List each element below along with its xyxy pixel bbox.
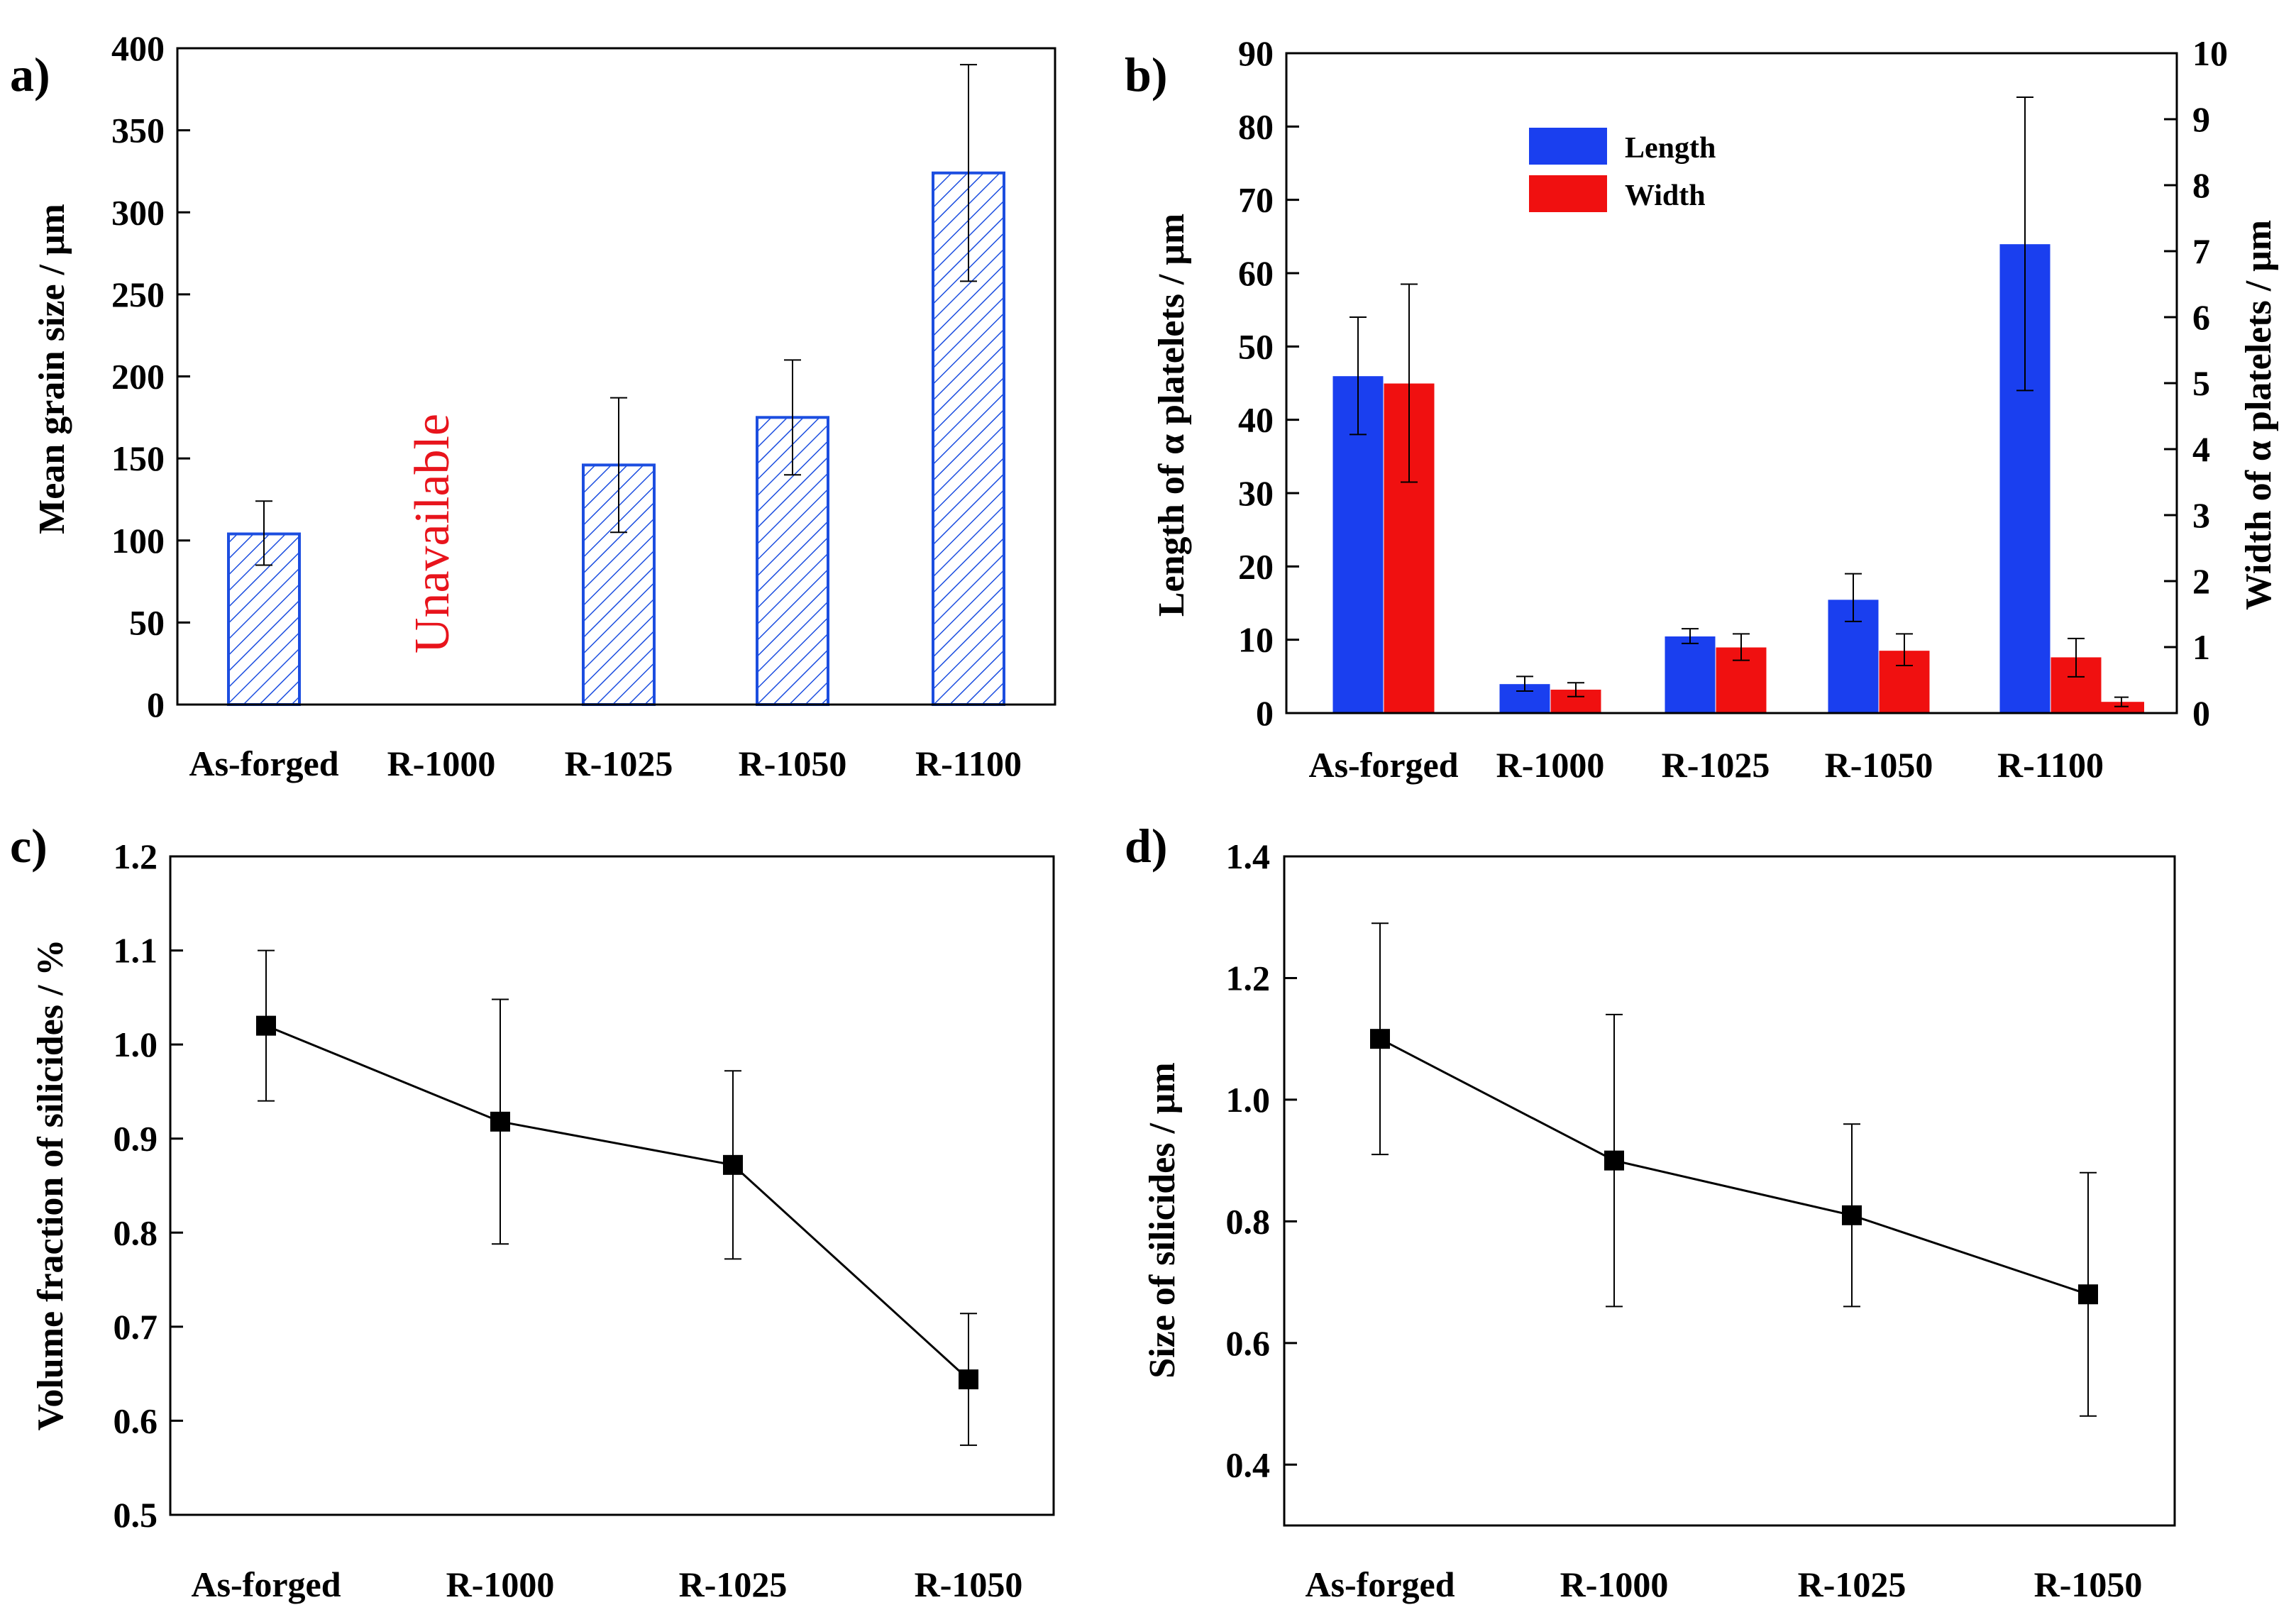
panel-b-ytick-label-6: 60: [1238, 253, 1274, 293]
panel-c-marker-0: [256, 1015, 276, 1036]
panel-c-category-label-1: R-1000: [446, 1564, 555, 1604]
panel-b-ytick-label-4: 40: [1238, 400, 1274, 440]
panel-b-y2tick-label-4: 4: [2192, 429, 2210, 469]
unavailable-annotation: Unavailable: [405, 414, 460, 653]
panel-a-category-label-1: R-1000: [387, 744, 496, 783]
panel-b-y2label: Width of α platelets / μm: [2239, 220, 2279, 610]
panel-c-label: c): [10, 819, 48, 873]
panel-d-ytick-label-0: 0.4: [1226, 1445, 1271, 1484]
panel-a-category-label-3: R-1050: [739, 744, 847, 783]
panel-b-category-label-2: R-1025: [1662, 745, 1770, 785]
panel-b-y2tick-label-10: 10: [2192, 33, 2228, 73]
panel-c-ytick-label-1: 0.6: [114, 1401, 158, 1440]
panel-c-category-label-0: As-forged: [191, 1564, 341, 1604]
panel-b-length-bar-2: [1664, 636, 1716, 714]
panel-d-category-label-1: R-1000: [1560, 1564, 1669, 1604]
panel-d-series-line: [1379, 1037, 2089, 1296]
panel-c-ytick-label-7: 1.2: [114, 837, 158, 876]
panel-a-ylabel: Mean grain size / μm: [32, 204, 72, 534]
panel-b-y2tick-label-7: 7: [2192, 231, 2210, 271]
legend-width-swatch: [1529, 175, 1607, 212]
panel-a-ytick-label-2: 100: [111, 521, 165, 561]
panel-d-label: d): [1125, 819, 1167, 873]
panel-c-plot-frame: [169, 855, 1055, 1516]
panel-d-plot-frame: [1283, 855, 2176, 1527]
panel-a-ytick-label-0: 0: [147, 685, 165, 724]
panel-b-plot-frame: [1285, 52, 2178, 714]
panel-a-ytick-label-1: 50: [129, 602, 165, 642]
panel-c: c) Volume fraction of silicides / % 0.5 0…: [10, 819, 1055, 1604]
panel-b-ytick-label-8: 80: [1238, 106, 1274, 146]
panel-a-ytick-label-6: 300: [111, 192, 165, 232]
panel-a-category-label-0: As-forged: [189, 744, 338, 783]
panel-a-plot-frame: [176, 47, 1056, 706]
panel-c-ytick-label-3: 0.8: [114, 1213, 158, 1252]
panel-d-marker-0: [1370, 1029, 1390, 1049]
panel-c-marker-2: [723, 1154, 743, 1175]
panel-b-ytick-label-1: 10: [1238, 620, 1274, 660]
panel-a-ytick-label-7: 350: [111, 111, 165, 150]
panel-b-ytick-label-5: 50: [1238, 326, 1274, 366]
panel-b-ytick-label-2: 20: [1238, 546, 1274, 586]
panel-d-ytick-label-2: 0.8: [1226, 1201, 1271, 1241]
panel-d-marker-3: [2078, 1284, 2098, 1305]
panel-c-category-label-2: R-1025: [679, 1564, 788, 1604]
panel-a-category-label-4: R-1100: [915, 744, 1022, 783]
panel-b-ytick-label-3: 30: [1238, 473, 1274, 513]
panel-d: d) Size of silicides / μm 0.4 0.6 0.8 1.0 1.…: [1125, 819, 2176, 1604]
panel-a: a) Mean grain size / μm 0 50 100 150 200 250 3…: [10, 28, 1056, 783]
panel-c-category-label-3: R-1050: [915, 1564, 1023, 1604]
panel-c-series-line: [265, 1025, 970, 1381]
panel-a-label: a): [10, 48, 50, 101]
panel-c-ytick-label-6: 1.1: [114, 931, 158, 971]
panel-c-ytick-label-5: 1.0: [114, 1025, 158, 1064]
panel-b-category-label-0: As-forged: [1308, 745, 1458, 785]
panel-d-ytick-label-3: 1.0: [1226, 1080, 1271, 1120]
panel-c-ylabel: Volume fraction of silicides / %: [31, 939, 71, 1431]
legend-length-label: Length: [1625, 132, 1716, 165]
panel-d-ytick-label-4: 1.2: [1226, 958, 1271, 998]
panel-b-y2tick-label-0: 0: [2192, 693, 2210, 733]
panel-b-category-label-4: R-1100: [1997, 745, 2104, 785]
panel-d-ytick-label-5: 1.4: [1226, 837, 1271, 876]
legend: Length Width: [1529, 128, 1716, 212]
panel-b-extra-width-bar: [2099, 702, 2144, 713]
panel-b-ytick-label-7: 70: [1238, 180, 1274, 220]
panel-b-y2tick-label-3: 3: [2192, 495, 2210, 535]
legend-width-label: Width: [1625, 180, 1706, 212]
panel-a-ytick-label-4: 200: [111, 357, 165, 397]
panel-d-category-label-0: As-forged: [1305, 1564, 1455, 1604]
panel-b-category-label-1: R-1000: [1496, 745, 1605, 785]
panel-b-y2tick-label-5: 5: [2192, 363, 2210, 403]
panel-b-category-label-3: R-1050: [1825, 745, 1933, 785]
panel-b: b) Length of α platelets / μm Width of α…: [1125, 33, 2279, 785]
panel-b-y2tick-label-6: 6: [2192, 297, 2210, 337]
panel-b-y2tick-label-2: 2: [2192, 561, 2210, 601]
panel-a-category-label-2: R-1025: [565, 744, 673, 783]
panel-d-ylabel: Size of silicides / μm: [1142, 1062, 1183, 1378]
panel-c-ytick-label-0: 0.5: [114, 1495, 158, 1535]
legend-length-swatch: [1529, 128, 1607, 165]
panel-d-ytick-label-1: 0.6: [1226, 1323, 1271, 1363]
panel-d-marker-2: [1842, 1205, 1862, 1225]
panel-d-marker-1: [1604, 1150, 1624, 1171]
panel-c-ytick-label-4: 0.9: [114, 1119, 158, 1159]
panel-b-ylabel: Length of α platelets / μm: [1152, 214, 1192, 617]
panel-d-category-label-3: R-1050: [2034, 1564, 2143, 1604]
panel-d-category-label-2: R-1025: [1798, 1564, 1906, 1604]
panel-a-ytick-label-3: 150: [111, 438, 165, 478]
panel-a-ytick-label-8: 400: [111, 28, 165, 68]
panel-c-marker-3: [959, 1369, 978, 1390]
panel-c-marker-1: [490, 1111, 510, 1132]
panel-b-ytick-label-9: 90: [1238, 33, 1274, 73]
panel-b-ytick-label-0: 0: [1256, 693, 1274, 733]
panel-c-ytick-label-2: 0.7: [114, 1307, 158, 1347]
panel-b-y2tick-label-9: 9: [2192, 99, 2210, 139]
panel-a-ytick-label-5: 250: [111, 275, 165, 314]
panel-b-y2tick-label-1: 1: [2192, 627, 2210, 667]
panel-b-label: b): [1125, 48, 1167, 101]
panel-b-y2tick-label-8: 8: [2192, 165, 2210, 205]
